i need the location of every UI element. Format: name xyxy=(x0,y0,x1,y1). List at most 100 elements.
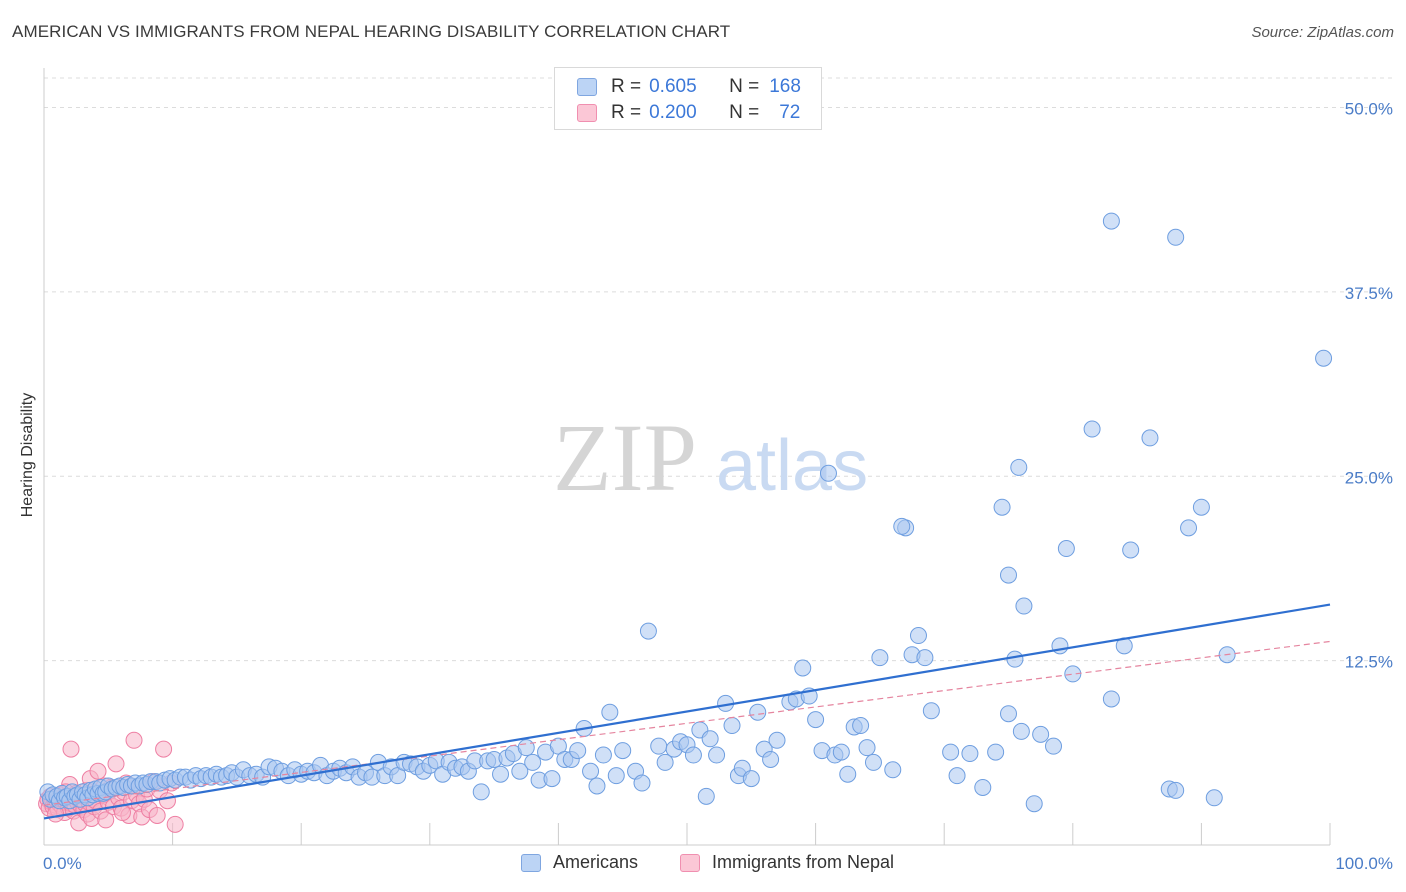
americans-point xyxy=(614,742,632,760)
americans-point xyxy=(511,762,529,780)
americans-point xyxy=(819,464,837,482)
x-tick-label: 0.0% xyxy=(43,854,82,873)
y-tick-label: 50.0% xyxy=(1345,100,1393,119)
nepal-swatch xyxy=(680,853,700,872)
legend-label-nepal: Immigrants from Nepal xyxy=(712,852,895,872)
americans-point xyxy=(650,737,668,755)
americans-point xyxy=(1102,212,1120,230)
americans-point xyxy=(974,778,992,796)
americans-point xyxy=(1167,228,1185,246)
americans-point xyxy=(1180,519,1198,537)
y-tick-label: 37.5% xyxy=(1345,284,1393,303)
americans-point xyxy=(1057,540,1075,558)
americans-point xyxy=(633,774,651,792)
americans-point xyxy=(697,787,715,805)
americans-trend-line xyxy=(43,603,1331,820)
watermark-atlas: atlas xyxy=(716,426,868,506)
americans-point xyxy=(893,517,911,535)
americans-swatch xyxy=(577,78,597,96)
americans-point xyxy=(601,703,619,721)
americans-point xyxy=(639,622,657,640)
americans-point xyxy=(1015,597,1033,615)
americans-point xyxy=(569,742,587,760)
americans-point xyxy=(1102,690,1120,708)
americans-point xyxy=(807,711,825,729)
americans-point xyxy=(524,753,542,771)
tick-labels: 12.5% 25.0% 37.5% 50.0% 0.0% 100.0% xyxy=(43,100,1393,874)
americans-point xyxy=(472,783,490,801)
americans-point xyxy=(708,746,726,764)
americans-point xyxy=(871,649,889,667)
nepal-point xyxy=(89,762,107,780)
americans-point xyxy=(794,659,812,677)
americans-point xyxy=(1000,566,1017,584)
americans-point xyxy=(517,739,535,757)
grid-lines xyxy=(44,77,1392,662)
legend-r-label: R = xyxy=(611,102,642,123)
americans-point xyxy=(588,777,606,795)
americans-point xyxy=(852,717,870,735)
nepal-point xyxy=(166,815,184,833)
americans-point xyxy=(749,703,767,721)
x-tick-label: 100.0% xyxy=(1335,854,1393,873)
americans-point xyxy=(1141,429,1159,447)
americans-point xyxy=(884,761,902,779)
nepal-point xyxy=(148,807,166,824)
americans-point xyxy=(594,746,612,764)
americans-point xyxy=(922,702,940,720)
americans-point xyxy=(1025,795,1043,813)
legend-row-nepal: R = 0.200 N = 72 xyxy=(577,100,800,126)
americans-point xyxy=(1192,498,1210,516)
trend-lines xyxy=(43,603,1331,820)
americans-point xyxy=(723,717,741,735)
americans-point xyxy=(839,765,857,783)
legend-n-label: N = xyxy=(729,102,760,123)
americans-point xyxy=(768,731,786,749)
nepal-trend-line xyxy=(43,640,1331,806)
legend-n-value-nepal: 72 xyxy=(779,102,801,123)
americans-point xyxy=(909,627,927,645)
americans-point xyxy=(582,762,600,780)
americans-point xyxy=(1205,789,1223,807)
legend-r-label: R = xyxy=(611,76,642,97)
nepal-point xyxy=(158,792,176,810)
americans-point xyxy=(1083,420,1101,438)
nepal-point xyxy=(125,731,143,749)
legend-item-nepal[interactable]: Immigrants from Nepal xyxy=(680,852,894,873)
americans-point xyxy=(492,765,510,783)
americans-point xyxy=(864,753,882,771)
americans-point xyxy=(684,746,702,764)
legend-label-americans: Americans xyxy=(553,852,639,872)
legend-n-value-americans: 168 xyxy=(769,76,801,97)
americans-point xyxy=(948,767,966,785)
americans-point xyxy=(607,767,625,785)
americans-point xyxy=(1000,705,1017,723)
americans-point xyxy=(742,770,760,788)
americans-point xyxy=(1064,665,1082,683)
americans-point xyxy=(916,649,934,667)
americans-points xyxy=(39,212,1333,813)
americans-point xyxy=(1167,781,1185,799)
y-tick-label: 25.0% xyxy=(1345,468,1393,487)
nepal-swatch xyxy=(577,104,597,122)
watermark-zip: ZIP xyxy=(553,404,697,511)
nepal-point xyxy=(107,755,125,773)
americans-point xyxy=(1315,349,1333,367)
source-label: Source: ZipAtlas.com xyxy=(1251,24,1394,41)
americans-swatch xyxy=(521,853,541,872)
americans-point xyxy=(1045,737,1063,755)
americans-point xyxy=(942,743,960,761)
legend-box: R = 0.605 N = 168 R = 0.200 N = 72 xyxy=(554,67,822,130)
americans-point xyxy=(993,498,1011,516)
nepal-point xyxy=(155,740,173,758)
bottom-legend: Americans Immigrants from Nepal xyxy=(0,852,1406,878)
legend-row-americans: R = 0.605 N = 168 xyxy=(577,74,801,100)
americans-point xyxy=(858,739,876,757)
americans-point xyxy=(1122,541,1140,559)
legend-n-label: N = xyxy=(729,76,760,97)
americans-point xyxy=(832,743,850,761)
legend-item-americans[interactable]: Americans xyxy=(521,852,638,873)
americans-point xyxy=(656,753,674,771)
chart-title: AMERICAN VS IMMIGRANTS FROM NEPAL HEARIN… xyxy=(12,22,731,41)
